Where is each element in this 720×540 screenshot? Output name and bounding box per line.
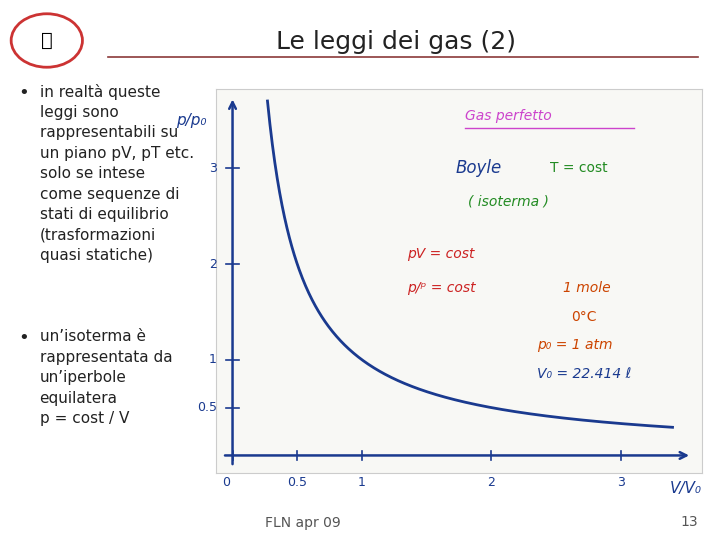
Text: V/V₀: V/V₀	[670, 482, 701, 496]
Text: T = cost: T = cost	[549, 161, 607, 176]
Text: Boyle: Boyle	[455, 159, 501, 177]
Text: in realtà queste
leggi sono
rappresentabili su
un piano pV, pT etc.
solo se inte: in realtà queste leggi sono rappresentab…	[40, 84, 194, 263]
Text: ( isoterma ): ( isoterma )	[468, 195, 549, 209]
Text: 0°C: 0°C	[572, 309, 597, 323]
Text: un’isoterma è
rappresentata da
un’iperbole
equilatera
p = cost / V: un’isoterma è rappresentata da un’iperbo…	[40, 329, 172, 426]
Text: Le leggi dei gas (2): Le leggi dei gas (2)	[276, 30, 516, 53]
Text: pV = cost: pV = cost	[408, 247, 474, 261]
Text: 🏛: 🏛	[41, 31, 53, 50]
Text: p₀ = 1 atm: p₀ = 1 atm	[536, 339, 612, 353]
Text: p/p₀: p/p₀	[176, 113, 207, 128]
Text: 2: 2	[487, 476, 495, 489]
Text: V₀ = 22.414 ℓ: V₀ = 22.414 ℓ	[536, 367, 631, 381]
Text: Gas perfetto: Gas perfetto	[465, 109, 552, 123]
Text: 2: 2	[209, 258, 217, 271]
Text: p/ᵖ = cost: p/ᵖ = cost	[408, 281, 476, 295]
Text: FLN apr 09: FLN apr 09	[264, 516, 341, 530]
Text: 3: 3	[209, 162, 217, 175]
Text: 1 mole: 1 mole	[562, 281, 610, 295]
Text: 3: 3	[617, 476, 625, 489]
Text: 13: 13	[681, 516, 698, 530]
Text: 0: 0	[222, 476, 230, 489]
Text: 0.5: 0.5	[287, 476, 307, 489]
Text: •: •	[18, 329, 29, 347]
Text: 1: 1	[209, 353, 217, 366]
Text: •: •	[18, 84, 29, 102]
Text: 0.5: 0.5	[197, 401, 217, 414]
Text: 1: 1	[358, 476, 366, 489]
